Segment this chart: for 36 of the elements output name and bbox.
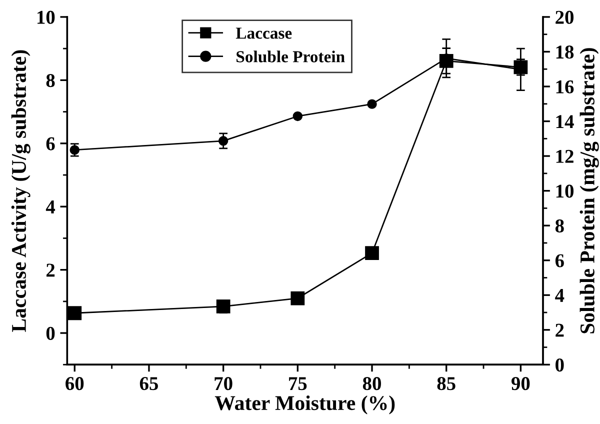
- y2-tick-label: 8: [555, 219, 564, 233]
- legend-label: Soluble Protein: [236, 50, 345, 62]
- y2-tick-label: 10: [556, 184, 574, 198]
- point: [218, 136, 228, 146]
- point: [216, 300, 230, 314]
- y2-tick-label: 0: [556, 358, 564, 372]
- y2-tick-label: 6: [555, 254, 564, 268]
- x-tick-label: 80: [362, 377, 381, 390]
- y-tick-label: 6: [46, 137, 55, 150]
- point: [367, 99, 377, 109]
- x-axis-title: Water Moisture (%): [214, 395, 395, 414]
- point: [292, 111, 303, 122]
- x-tick-label: 75: [289, 377, 307, 390]
- x-tick-label: 70: [214, 377, 232, 390]
- x-tick-label: 65: [140, 377, 158, 390]
- y2-axis-title: Soluble Protein (mg/g substrate): [580, 48, 599, 334]
- x-tick-label: 60: [66, 377, 84, 390]
- y-tick-label: 0: [46, 326, 55, 340]
- x-tick-label: 85: [437, 377, 456, 390]
- y-axis-title: Laccase Activity (U/g substrate): [11, 50, 30, 332]
- y2-tick-label: 16: [556, 80, 574, 94]
- legend-label: Laccase: [236, 28, 292, 39]
- y-tick-label: 2: [46, 264, 55, 277]
- y2-tick-label: 20: [556, 10, 574, 24]
- y-tick-label: 8: [46, 74, 55, 88]
- y2-tick-label: 18: [556, 46, 574, 59]
- y2-tick-label: 2: [556, 324, 564, 337]
- y-tick-label: 10: [38, 10, 55, 24]
- y2-tick-label: 14: [556, 115, 574, 128]
- y2-tick-label: 4: [555, 289, 564, 302]
- y2-tick-label: 12: [556, 150, 574, 163]
- point: [68, 306, 82, 320]
- point: [365, 246, 379, 260]
- x-tick-label: 90: [512, 377, 530, 390]
- point: [290, 291, 305, 306]
- y-tick-label: 4: [46, 200, 56, 214]
